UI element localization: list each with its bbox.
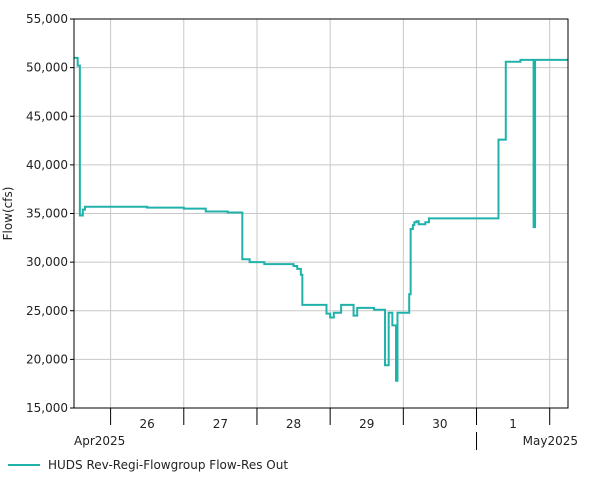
legend: HUDS Rev-Regi-Flowgroup Flow-Res Out bbox=[8, 458, 288, 472]
x-tick-label: 1 bbox=[509, 417, 517, 431]
plot-area bbox=[74, 56, 568, 382]
grid-lines bbox=[74, 18, 568, 409]
y-tick-label: 40,000 bbox=[26, 158, 68, 172]
y-tick-label: 55,000 bbox=[26, 12, 68, 26]
y-axis-label: Flow(cfs) bbox=[1, 187, 15, 241]
x-tick-label: 29 bbox=[359, 417, 374, 431]
month-label: Apr2025 bbox=[74, 434, 125, 448]
legend-label: HUDS Rev-Regi-Flowgroup Flow-Res Out bbox=[48, 458, 288, 472]
plot-frame bbox=[73, 18, 569, 409]
y-tick-label: 30,000 bbox=[26, 255, 68, 269]
y-axis: 15,000 20,000 25,000 30,000 35,000 40,000 45,0… bbox=[26, 12, 74, 415]
y-tick-label: 25,000 bbox=[26, 304, 68, 318]
y-tick-label: 35,000 bbox=[26, 207, 68, 221]
x-tick-label: 30 bbox=[432, 417, 447, 431]
series-line bbox=[74, 56, 568, 382]
y-tick-label: 50,000 bbox=[26, 61, 68, 75]
x-tick-label: 27 bbox=[213, 417, 228, 431]
y-tick-label: 20,000 bbox=[26, 352, 68, 366]
month-label: May2025 bbox=[523, 434, 578, 448]
y-tick-label: 45,000 bbox=[26, 109, 68, 123]
y-tick-label: 15,000 bbox=[26, 401, 68, 415]
x-axis: 26 27 28 29 30 1 Apr2025 May2025 bbox=[74, 408, 578, 450]
x-tick-label: 26 bbox=[140, 417, 155, 431]
x-tick-label: 28 bbox=[286, 417, 301, 431]
